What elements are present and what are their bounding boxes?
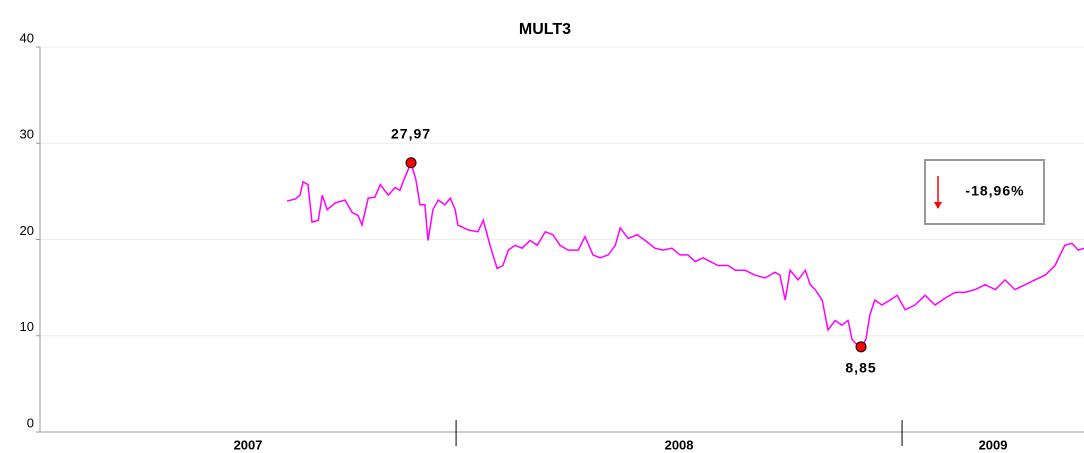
price-line	[286, 160, 1084, 348]
change-box	[924, 159, 1045, 225]
x-tick-label: 2008	[665, 437, 694, 452]
y-tick-label: 30	[20, 127, 34, 142]
y-tick-label: 20	[20, 223, 34, 238]
chart-title: MULT3	[519, 21, 571, 38]
value-label: 27,97	[391, 125, 431, 141]
x-tick-label: 2009	[979, 437, 1008, 452]
extreme-marker	[855, 341, 867, 353]
change-arrow-head	[934, 202, 942, 209]
value-label: 8,85	[845, 360, 876, 376]
x-tick-label: 2007	[234, 437, 263, 452]
y-tick-label: 10	[20, 319, 34, 334]
y-tick-label: 40	[20, 30, 34, 45]
y-tick-label: 0	[27, 415, 34, 430]
change-label: -18,96%	[965, 183, 1024, 199]
extreme-marker	[405, 157, 417, 169]
